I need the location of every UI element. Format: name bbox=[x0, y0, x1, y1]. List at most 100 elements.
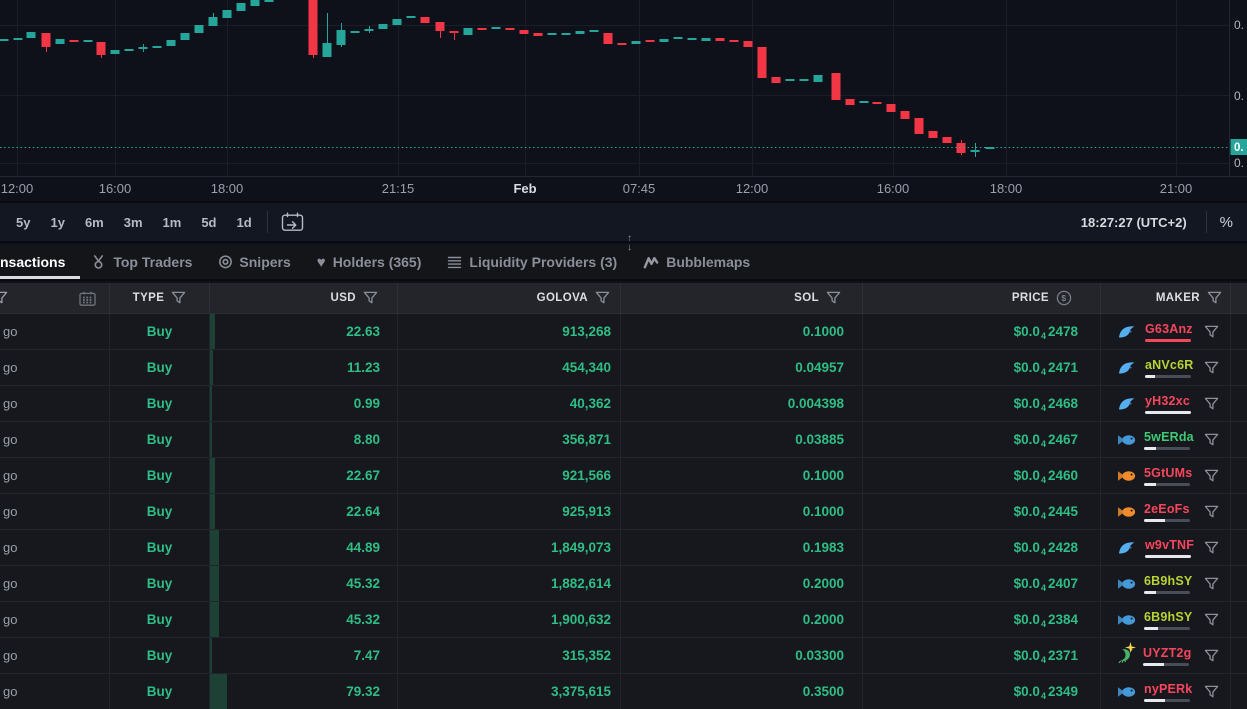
maker-address-link[interactable]: w9vTNF bbox=[1145, 538, 1194, 558]
maker-address-link[interactable]: nyPERk bbox=[1144, 682, 1192, 702]
tx-age: go bbox=[3, 648, 18, 663]
tab-snipers[interactable]: ◎ Snipers bbox=[218, 245, 290, 279]
maker-address[interactable]: nyPERk bbox=[1144, 681, 1193, 696]
filter-icon[interactable] bbox=[1204, 469, 1219, 483]
clock-timezone-button[interactable]: 18:27:27 (UTC+2) bbox=[1075, 214, 1193, 231]
filter-icon[interactable] bbox=[171, 291, 186, 305]
svg-text:$: $ bbox=[1061, 293, 1066, 303]
filter-icon[interactable] bbox=[1204, 649, 1219, 663]
maker-address[interactable]: 5wERda bbox=[1144, 429, 1194, 444]
usd-volume-strip bbox=[210, 530, 219, 565]
svg-text:0.: 0. bbox=[1234, 156, 1244, 170]
filter-icon[interactable] bbox=[1204, 685, 1219, 699]
maker-address[interactable]: aNVc6R bbox=[1145, 357, 1194, 372]
filter-icon[interactable] bbox=[1204, 397, 1219, 411]
filter-icon[interactable] bbox=[1204, 613, 1219, 627]
range-1y-button[interactable]: 1y bbox=[50, 214, 65, 230]
tab-liquidity-providers-3[interactable]: Liquidity Providers (3) bbox=[447, 245, 617, 279]
maker-address-link[interactable]: aNVc6R bbox=[1145, 358, 1193, 378]
tab-holders-365[interactable]: ♥ Holders (365) bbox=[317, 245, 422, 279]
tx-usd: 45.32 bbox=[209, 566, 397, 601]
go-to-date-button[interactable] bbox=[281, 212, 304, 232]
tx-maker: 6B9hSY bbox=[1100, 566, 1230, 601]
maker-address[interactable]: 6B9hSY bbox=[1144, 573, 1193, 588]
transaction-row: go Buy 22.63 913,268 0.1000 $0.0 4 2478 G63Anz bbox=[0, 314, 1247, 350]
filter-icon[interactable] bbox=[363, 291, 378, 305]
maker-address-link[interactable]: 5GtUMs bbox=[1144, 466, 1192, 486]
transaction-row: go Buy 8.80 356,871 0.03885 $0.0 4 2467 5wERda bbox=[0, 422, 1247, 458]
tx-usd: 8.80 bbox=[209, 422, 397, 457]
usd-volume-strip bbox=[210, 566, 219, 601]
column-label: PRICE bbox=[1011, 292, 1049, 304]
filter-icon[interactable] bbox=[1204, 433, 1219, 447]
usd-volume-strip bbox=[210, 314, 215, 349]
tx-token-amount: 925,913 bbox=[397, 494, 620, 529]
time-axis-label: 12:00 bbox=[0, 181, 34, 196]
filter-icon[interactable] bbox=[1204, 361, 1219, 375]
chart-time-axis[interactable]: 12:00 16:00 18:00 21:15 Feb 07:45 12:00 16:00 18… bbox=[0, 177, 1247, 201]
transaction-row: go Buy 0.99 40,362 0.004398 $0.0 4 2468 yH32xc bbox=[0, 386, 1247, 422]
filter-icon[interactable] bbox=[1204, 541, 1219, 555]
column-label: USD bbox=[330, 292, 356, 304]
candlestick-chart[interactable]: 0. 0. 0. 0. bbox=[0, 0, 1247, 177]
maker-address-link[interactable]: UYZT2g bbox=[1143, 646, 1191, 666]
percent-scale-button[interactable]: % bbox=[1219, 213, 1233, 231]
tab-top-traders[interactable]: Top Traders bbox=[91, 245, 192, 279]
row-extra-cell bbox=[1230, 530, 1247, 565]
range-5d-button[interactable]: 5d bbox=[201, 214, 217, 230]
filter-icon[interactable] bbox=[595, 291, 610, 305]
filter-icon[interactable] bbox=[1204, 577, 1219, 591]
fish-icon bbox=[1116, 432, 1136, 448]
filter-icon[interactable] bbox=[826, 291, 841, 305]
range-1m-button[interactable]: 1m bbox=[162, 214, 182, 230]
tx-sol-amount: 0.1983 bbox=[620, 530, 862, 565]
transactions-table: go Buy 22.63 913,268 0.1000 $0.0 4 2478 G63Anz go… bbox=[0, 314, 1247, 709]
maker-address-link[interactable]: G63Anz bbox=[1145, 322, 1193, 342]
filter-icon[interactable] bbox=[1204, 325, 1219, 339]
range-1d-button[interactable]: 1d bbox=[236, 214, 252, 230]
target-icon: ◎ bbox=[218, 253, 233, 270]
tx-type: Buy bbox=[109, 530, 209, 565]
maker-address[interactable]: G63Anz bbox=[1145, 321, 1193, 336]
fish-icon bbox=[1116, 612, 1136, 628]
transaction-row: go Buy 79.32 3,375,615 0.3500 $0.0 4 2349 nyPERk bbox=[0, 674, 1247, 709]
maker-address-link[interactable]: 6B9hSY bbox=[1144, 610, 1192, 630]
tx-age: go bbox=[3, 504, 18, 519]
maker-address[interactable]: w9vTNF bbox=[1145, 537, 1195, 552]
transaction-row: go Buy 45.32 1,882,614 0.2000 $0.0 4 2407 6B9hSY bbox=[0, 566, 1247, 602]
maker-address-link[interactable]: 2eEoFs bbox=[1144, 502, 1190, 522]
svg-text:0.: 0. bbox=[1234, 89, 1244, 103]
tx-age: go bbox=[3, 540, 18, 555]
range-3m-button[interactable]: 3m bbox=[123, 214, 143, 230]
range-5y-button[interactable]: 5y bbox=[16, 214, 31, 230]
range-6m-button[interactable]: 6m bbox=[84, 214, 104, 230]
maker-address[interactable]: 6B9hSY bbox=[1144, 609, 1193, 624]
tx-usd: 11.23 bbox=[209, 350, 397, 385]
maker-address[interactable]: UYZT2g bbox=[1143, 645, 1192, 660]
column-header-type: TYPE bbox=[109, 283, 209, 313]
tx-sol-amount: 0.1000 bbox=[620, 314, 862, 349]
price-chart[interactable]: 0. 0. 0. 0. 12:00 16:00 18:00 21:15 Feb 07:45 12:… bbox=[0, 0, 1247, 201]
tab-bubblemaps[interactable]: Bubblemaps bbox=[643, 245, 750, 279]
filter-icon[interactable] bbox=[0, 291, 8, 305]
filter-icon[interactable] bbox=[1204, 505, 1219, 519]
tab-transactions[interactable]: nsactions bbox=[0, 245, 80, 279]
maker-address[interactable]: 5GtUMs bbox=[1144, 465, 1193, 480]
column-header-time bbox=[0, 283, 109, 313]
transaction-row: go Buy 44.89 1,849,073 0.1983 $0.0 4 2428 w9vTNF bbox=[0, 530, 1247, 566]
column-label: SOL bbox=[794, 292, 819, 304]
maker-address-link[interactable]: 6B9hSY bbox=[1144, 574, 1192, 594]
maker-address-link[interactable]: 5wERda bbox=[1144, 430, 1194, 450]
tx-sol-amount: 0.004398 bbox=[620, 386, 862, 421]
maker-address-link[interactable]: yH32xc bbox=[1145, 394, 1191, 414]
usd-volume-strip bbox=[210, 422, 212, 457]
calendar-icon[interactable] bbox=[79, 291, 96, 306]
tab-label: Holders (365) bbox=[332, 254, 422, 270]
row-extra-cell bbox=[1230, 386, 1247, 421]
maker-address[interactable]: yH32xc bbox=[1145, 393, 1190, 408]
tx-maker: G63Anz bbox=[1100, 314, 1230, 349]
tx-token-amount: 3,375,615 bbox=[397, 674, 620, 709]
panel-resize-handle[interactable]: ↑ ↓ bbox=[627, 234, 632, 253]
maker-address[interactable]: 2eEoFs bbox=[1144, 501, 1190, 516]
filter-icon[interactable] bbox=[1207, 291, 1222, 305]
